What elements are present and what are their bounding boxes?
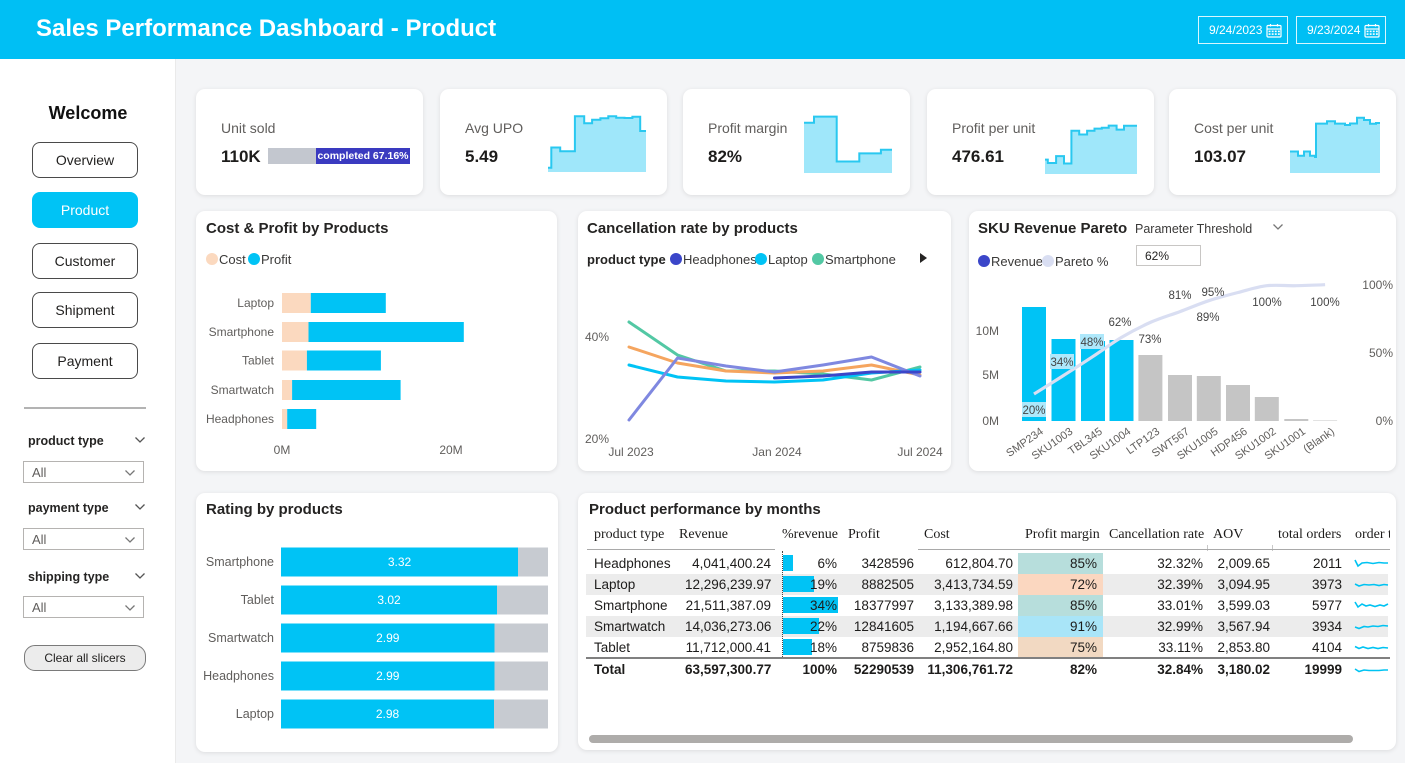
svg-text:50%: 50%: [1369, 346, 1393, 360]
svg-text:Jul 2024: Jul 2024: [897, 445, 943, 459]
svg-text:40%: 40%: [585, 330, 609, 344]
svg-text:Jul 2023: Jul 2023: [608, 445, 654, 459]
svg-text:Smartphone: Smartphone: [209, 325, 275, 339]
svg-text:34%: 34%: [1050, 357, 1073, 369]
svg-text:100%: 100%: [1362, 278, 1393, 292]
svg-text:100%: 100%: [1252, 297, 1281, 309]
svg-text:Smartwatch: Smartwatch: [208, 631, 274, 645]
svg-text:Headphones: Headphones: [203, 669, 274, 683]
svg-text:20%: 20%: [585, 432, 609, 446]
svg-text:Headphones: Headphones: [206, 412, 274, 426]
svg-text:0%: 0%: [1376, 414, 1394, 428]
svg-text:20M: 20M: [439, 443, 462, 457]
svg-text:10M: 10M: [976, 324, 999, 338]
svg-text:(Blank): (Blank): [1301, 426, 1336, 456]
svg-text:62%: 62%: [1108, 317, 1131, 329]
svg-text:3.02: 3.02: [377, 593, 401, 607]
svg-text:Tablet: Tablet: [241, 593, 275, 607]
svg-text:0M: 0M: [274, 443, 291, 457]
svg-text:100%: 100%: [1310, 297, 1339, 309]
svg-text:Smartwatch: Smartwatch: [211, 383, 274, 397]
svg-text:Tablet: Tablet: [242, 354, 275, 368]
svg-text:2.99: 2.99: [376, 631, 400, 645]
svg-text:20%: 20%: [1022, 405, 1045, 417]
svg-text:5M: 5M: [982, 368, 999, 382]
svg-text:0M: 0M: [982, 414, 999, 428]
svg-text:95%: 95%: [1201, 287, 1224, 299]
svg-text:89%: 89%: [1196, 312, 1219, 324]
svg-text:2.98: 2.98: [376, 707, 400, 721]
svg-text:48%: 48%: [1080, 337, 1103, 349]
svg-text:2.99: 2.99: [376, 669, 400, 683]
svg-text:Laptop: Laptop: [237, 296, 274, 310]
svg-text:73%: 73%: [1138, 334, 1161, 346]
svg-text:Laptop: Laptop: [236, 707, 274, 721]
svg-text:3.32: 3.32: [388, 555, 412, 569]
svg-text:Smartphone: Smartphone: [206, 555, 274, 569]
svg-text:Jan 2024: Jan 2024: [752, 445, 802, 459]
svg-text:81%: 81%: [1168, 290, 1191, 302]
